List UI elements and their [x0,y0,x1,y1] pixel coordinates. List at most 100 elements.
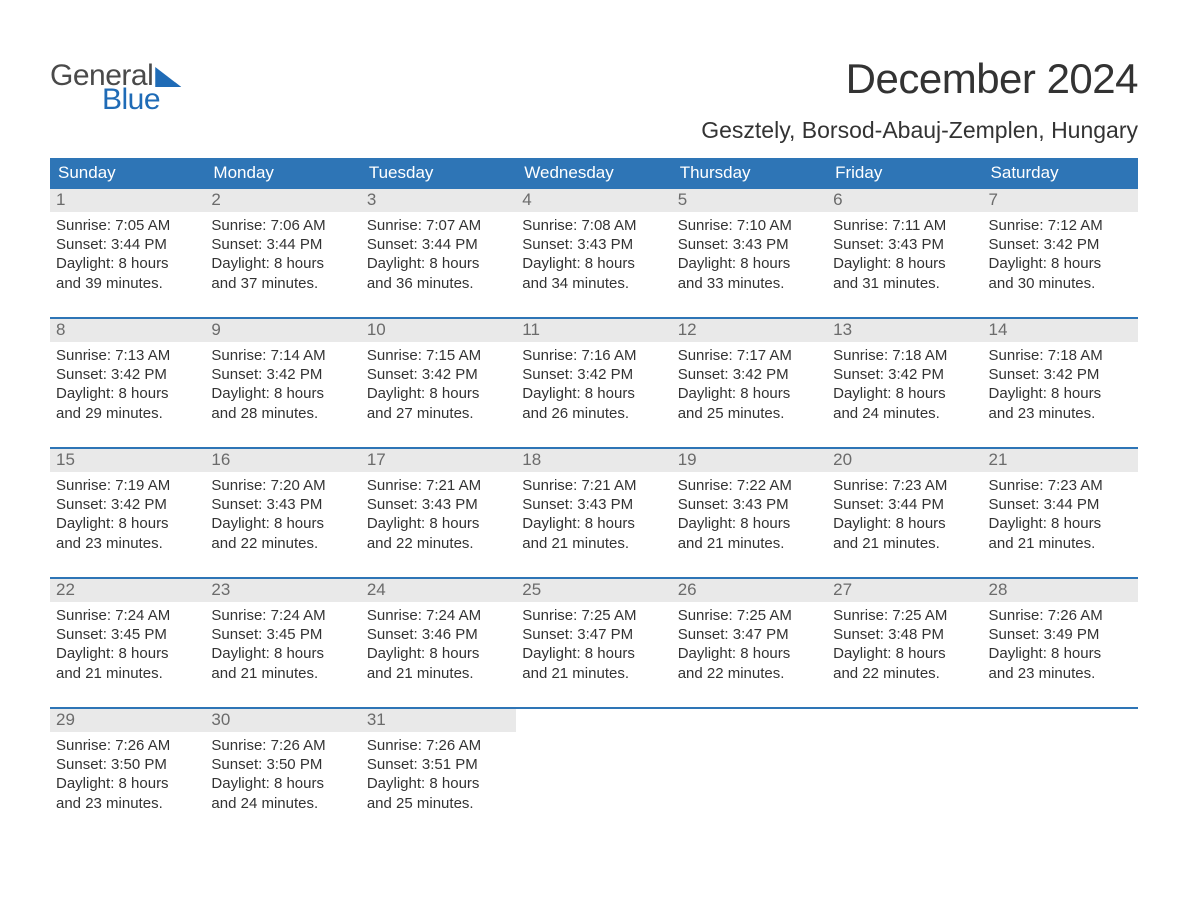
calendar-day: 23Sunrise: 7:24 AMSunset: 3:45 PMDayligh… [205,579,360,707]
day-sunrise: Sunrise: 7:16 AM [522,346,665,365]
day-d2: and 36 minutes. [367,274,510,293]
weekday-header-row: SundayMondayTuesdayWednesdayThursdayFrid… [50,158,1138,189]
day-sunrise: Sunrise: 7:21 AM [522,476,665,495]
calendar-day: 13Sunrise: 7:18 AMSunset: 3:42 PMDayligh… [827,319,982,447]
day-d1: Daylight: 8 hours [367,644,510,663]
day-sunset: Sunset: 3:42 PM [367,365,510,384]
day-d1: Daylight: 8 hours [989,384,1132,403]
day-details: Sunrise: 7:26 AMSunset: 3:50 PMDaylight:… [50,732,205,817]
day-d1: Daylight: 8 hours [522,514,665,533]
weekday-header: Tuesday [361,158,516,189]
day-sunset: Sunset: 3:42 PM [678,365,821,384]
day-number: 8 [50,319,205,342]
day-sunrise: Sunrise: 7:07 AM [367,216,510,235]
calendar-day: 26Sunrise: 7:25 AMSunset: 3:47 PMDayligh… [672,579,827,707]
day-number: 10 [361,319,516,342]
day-number: 18 [516,449,671,472]
day-sunrise: Sunrise: 7:23 AM [833,476,976,495]
day-sunrise: Sunrise: 7:13 AM [56,346,199,365]
day-details: Sunrise: 7:25 AMSunset: 3:48 PMDaylight:… [827,602,982,687]
day-details: Sunrise: 7:05 AMSunset: 3:44 PMDaylight:… [50,212,205,297]
day-sunset: Sunset: 3:48 PM [833,625,976,644]
day-d1: Daylight: 8 hours [678,514,821,533]
day-number: 25 [516,579,671,602]
calendar-day: 1Sunrise: 7:05 AMSunset: 3:44 PMDaylight… [50,189,205,317]
calendar-day: 18 Sunrise: 7:21 AMSunset: 3:43 PMDayligh… [516,449,671,577]
day-sunrise: Sunrise: 7:18 AM [833,346,976,365]
day-d2: and 21 minutes. [56,664,199,683]
day-sunrise: Sunrise: 7:26 AM [211,736,354,755]
day-number: 11 [516,319,671,342]
day-number: 27 [827,579,982,602]
day-d1: Daylight: 8 hours [989,514,1132,533]
day-details: Sunrise: 7:25 AMSunset: 3:47 PMDaylight:… [672,602,827,687]
weekday-header: Sunday [50,158,205,189]
day-d1: Daylight: 8 hours [833,254,976,273]
day-sunrise: Sunrise: 7:23 AM [989,476,1132,495]
day-sunset: Sunset: 3:45 PM [211,625,354,644]
day-d2: and 25 minutes. [367,794,510,813]
location-subtitle: Gesztely, Borsod-Abauj-Zemplen, Hungary [701,117,1138,144]
day-d2: and 30 minutes. [989,274,1132,293]
day-details: Sunrise: 7:25 AMSunset: 3:47 PMDaylight:… [516,602,671,687]
day-sunrise: Sunrise: 7:25 AM [678,606,821,625]
calendar-day: 8Sunrise: 7:13 AMSunset: 3:42 PMDaylight… [50,319,205,447]
day-details: Sunrise: 7:26 AMSunset: 3:50 PMDaylight:… [205,732,360,817]
day-number: 3 [361,189,516,212]
day-sunset: Sunset: 3:50 PM [211,755,354,774]
day-d1: Daylight: 8 hours [367,254,510,273]
weekday-header: Monday [205,158,360,189]
day-sunrise: Sunrise: 7:17 AM [678,346,821,365]
calendar-day: 16Sunrise: 7:20 AMSunset: 3:43 PMDayligh… [205,449,360,577]
day-sunset: Sunset: 3:42 PM [989,365,1132,384]
calendar-week: 29Sunrise: 7:26 AMSunset: 3:50 PMDayligh… [50,707,1138,837]
day-d2: and 22 minutes. [833,664,976,683]
day-d1: Daylight: 8 hours [367,774,510,793]
day-number: 6 [827,189,982,212]
day-details: Sunrise: 7:24 AMSunset: 3:46 PMDaylight:… [361,602,516,687]
day-d2: and 27 minutes. [367,404,510,423]
day-sunset: Sunset: 3:42 PM [56,495,199,514]
day-number: 15 [50,449,205,472]
calendar-day: 4Sunrise: 7:08 AMSunset: 3:43 PMDaylight… [516,189,671,317]
day-number: 26 [672,579,827,602]
day-sunrise: Sunrise: 7:24 AM [367,606,510,625]
weekday-header: Thursday [672,158,827,189]
day-sunset: Sunset: 3:42 PM [211,365,354,384]
calendar: SundayMondayTuesdayWednesdayThursdayFrid… [50,158,1138,837]
day-details: Sunrise: 7:13 AMSunset: 3:42 PMDaylight:… [50,342,205,427]
day-number: 1 [50,189,205,212]
day-d1: Daylight: 8 hours [522,384,665,403]
day-number: 20 [827,449,982,472]
day-sunrise: Sunrise: 7:26 AM [56,736,199,755]
day-sunset: Sunset: 3:43 PM [678,495,821,514]
calendar-day: . [983,709,1138,837]
calendar-day: 2Sunrise: 7:06 AMSunset: 3:44 PMDaylight… [205,189,360,317]
day-d2: and 24 minutes. [833,404,976,423]
day-d2: and 21 minutes. [522,664,665,683]
day-sunrise: Sunrise: 7:15 AM [367,346,510,365]
day-details: Sunrise: 7:20 AMSunset: 3:43 PMDaylight:… [205,472,360,557]
day-sunset: Sunset: 3:43 PM [522,495,665,514]
calendar-day: 5Sunrise: 7:10 AMSunset: 3:43 PMDaylight… [672,189,827,317]
day-sunrise: Sunrise: 7:22 AM [678,476,821,495]
day-number: 21 [983,449,1138,472]
day-d2: and 22 minutes. [211,534,354,553]
calendar-day: 25Sunrise: 7:25 AMSunset: 3:47 PMDayligh… [516,579,671,707]
flag-icon [155,67,181,87]
day-number: 28 [983,579,1138,602]
day-details: Sunrise: 7:17 AMSunset: 3:42 PMDaylight:… [672,342,827,427]
day-d1: Daylight: 8 hours [211,514,354,533]
day-d2: and 21 minutes. [211,664,354,683]
day-d1: Daylight: 8 hours [522,644,665,663]
day-sunset: Sunset: 3:44 PM [211,235,354,254]
day-details: Sunrise: 7:10 AMSunset: 3:43 PMDaylight:… [672,212,827,297]
day-sunrise: Sunrise: 7:10 AM [678,216,821,235]
day-number: 14 [983,319,1138,342]
calendar-day: 7Sunrise: 7:12 AMSunset: 3:42 PMDaylight… [983,189,1138,317]
day-d1: Daylight: 8 hours [56,514,199,533]
day-d1: Daylight: 8 hours [367,514,510,533]
day-sunset: Sunset: 3:47 PM [522,625,665,644]
calendar-day: 20Sunrise: 7:23 AMSunset: 3:44 PMDayligh… [827,449,982,577]
day-number: 19 [672,449,827,472]
